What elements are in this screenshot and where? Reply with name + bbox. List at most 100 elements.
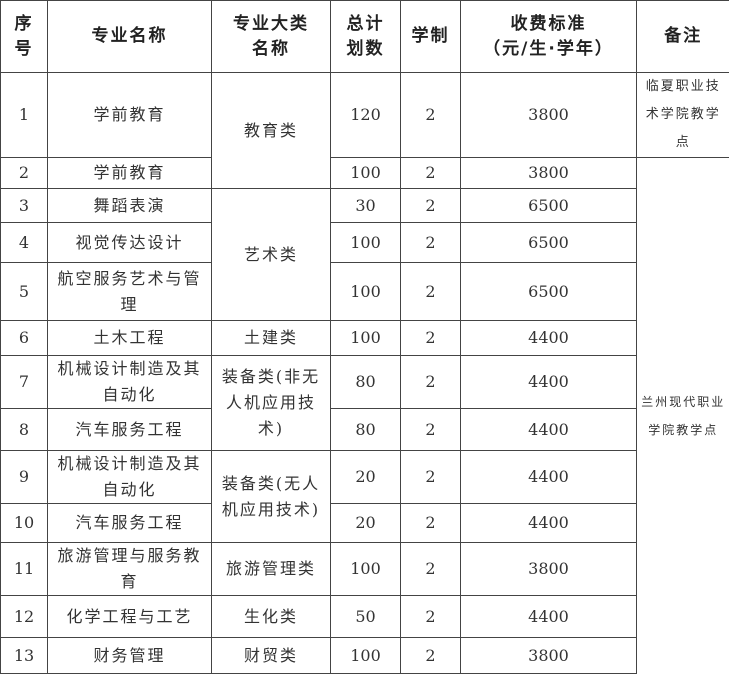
row-number: 1 bbox=[1, 73, 48, 158]
header-seq: 序号 bbox=[1, 1, 48, 73]
study-years: 2 bbox=[401, 158, 461, 189]
header-fee-line: （元/生·学年） bbox=[483, 39, 614, 59]
major-name: 汽车服务工程 bbox=[48, 409, 212, 451]
study-years: 2 bbox=[401, 451, 461, 504]
header-years: 学制 bbox=[401, 1, 461, 73]
major-name: 机械设计制造及其自动化 bbox=[48, 356, 212, 409]
row-number: 8 bbox=[1, 409, 48, 451]
fee: 3800 bbox=[461, 543, 637, 596]
plan-count: 100 bbox=[331, 223, 401, 263]
major-name: 化学工程与工艺 bbox=[48, 596, 212, 638]
major-name: 旅游管理与服务教育 bbox=[48, 543, 212, 596]
header-row: 序号 专业名称 专业大类名称 总计划数 学制 收费标准 （元/生·学年） 备注 bbox=[1, 1, 729, 73]
header-plan-line: 总计 bbox=[347, 14, 385, 34]
fee: 3800 bbox=[461, 73, 637, 158]
fee: 4400 bbox=[461, 356, 637, 409]
header-fee-line: 收费标准 bbox=[511, 14, 587, 34]
fee: 6500 bbox=[461, 223, 637, 263]
major-name: 财务管理 bbox=[48, 638, 212, 674]
major-name: 舞蹈表演 bbox=[48, 189, 212, 223]
fee: 4400 bbox=[461, 596, 637, 638]
fee: 3800 bbox=[461, 158, 637, 189]
plan-count: 100 bbox=[331, 543, 401, 596]
row-number: 7 bbox=[1, 356, 48, 409]
category: 装备类(无人机应用技术) bbox=[212, 451, 331, 543]
study-years: 2 bbox=[401, 409, 461, 451]
study-years: 2 bbox=[401, 263, 461, 321]
fee: 6500 bbox=[461, 189, 637, 223]
note: 临夏职业技术学院教学点 bbox=[637, 73, 729, 158]
category: 生化类 bbox=[212, 596, 331, 638]
header-plan-line: 划数 bbox=[347, 39, 385, 59]
header-seq-line: 序 bbox=[15, 14, 34, 34]
plan-count: 80 bbox=[331, 356, 401, 409]
major-name: 机械设计制造及其自动化 bbox=[48, 451, 212, 504]
major-name: 航空服务艺术与管理 bbox=[48, 263, 212, 321]
row-number: 4 bbox=[1, 223, 48, 263]
fee: 4400 bbox=[461, 451, 637, 504]
plan-count: 100 bbox=[331, 321, 401, 356]
plan-count: 50 bbox=[331, 596, 401, 638]
row-number: 5 bbox=[1, 263, 48, 321]
plan-count: 100 bbox=[331, 158, 401, 189]
row-number: 11 bbox=[1, 543, 48, 596]
plan-count: 20 bbox=[331, 504, 401, 543]
header-cat-line: 专业大类 bbox=[233, 14, 309, 34]
fee: 4400 bbox=[461, 504, 637, 543]
header-category: 专业大类名称 bbox=[212, 1, 331, 73]
study-years: 2 bbox=[401, 73, 461, 158]
major-name: 土木工程 bbox=[48, 321, 212, 356]
category: 教育类 bbox=[212, 73, 331, 189]
study-years: 2 bbox=[401, 543, 461, 596]
header-cat-line: 名称 bbox=[252, 39, 290, 59]
plan-count: 100 bbox=[331, 263, 401, 321]
plan-count: 100 bbox=[331, 638, 401, 674]
plan-count: 120 bbox=[331, 73, 401, 158]
row-number: 9 bbox=[1, 451, 48, 504]
study-years: 2 bbox=[401, 596, 461, 638]
major-name: 汽车服务工程 bbox=[48, 504, 212, 543]
header-note: 备注 bbox=[637, 1, 729, 73]
study-years: 2 bbox=[401, 356, 461, 409]
category: 财贸类 bbox=[212, 638, 331, 674]
header-major: 专业名称 bbox=[48, 1, 212, 73]
fee: 4400 bbox=[461, 321, 637, 356]
study-years: 2 bbox=[401, 504, 461, 543]
fee: 6500 bbox=[461, 263, 637, 321]
category: 装备类(非无人机应用技术) bbox=[212, 356, 331, 451]
header-seq-line: 号 bbox=[15, 39, 34, 59]
row-number: 12 bbox=[1, 596, 48, 638]
study-years: 2 bbox=[401, 223, 461, 263]
row-number: 3 bbox=[1, 189, 48, 223]
fee: 4400 bbox=[461, 409, 637, 451]
study-years: 2 bbox=[401, 321, 461, 356]
fee: 3800 bbox=[461, 638, 637, 674]
note: 兰州现代职业学院教学点 bbox=[637, 158, 729, 674]
plan-count: 80 bbox=[331, 409, 401, 451]
category: 旅游管理类 bbox=[212, 543, 331, 596]
row-number: 6 bbox=[1, 321, 48, 356]
major-name: 视觉传达设计 bbox=[48, 223, 212, 263]
header-plan: 总计划数 bbox=[331, 1, 401, 73]
plan-count: 20 bbox=[331, 451, 401, 504]
category: 艺术类 bbox=[212, 189, 331, 321]
major-name: 学前教育 bbox=[48, 158, 212, 189]
row-number: 10 bbox=[1, 504, 48, 543]
header-fee: 收费标准 （元/生·学年） bbox=[461, 1, 637, 73]
row-number: 2 bbox=[1, 158, 48, 189]
row-number: 13 bbox=[1, 638, 48, 674]
plan-count: 30 bbox=[331, 189, 401, 223]
study-years: 2 bbox=[401, 189, 461, 223]
